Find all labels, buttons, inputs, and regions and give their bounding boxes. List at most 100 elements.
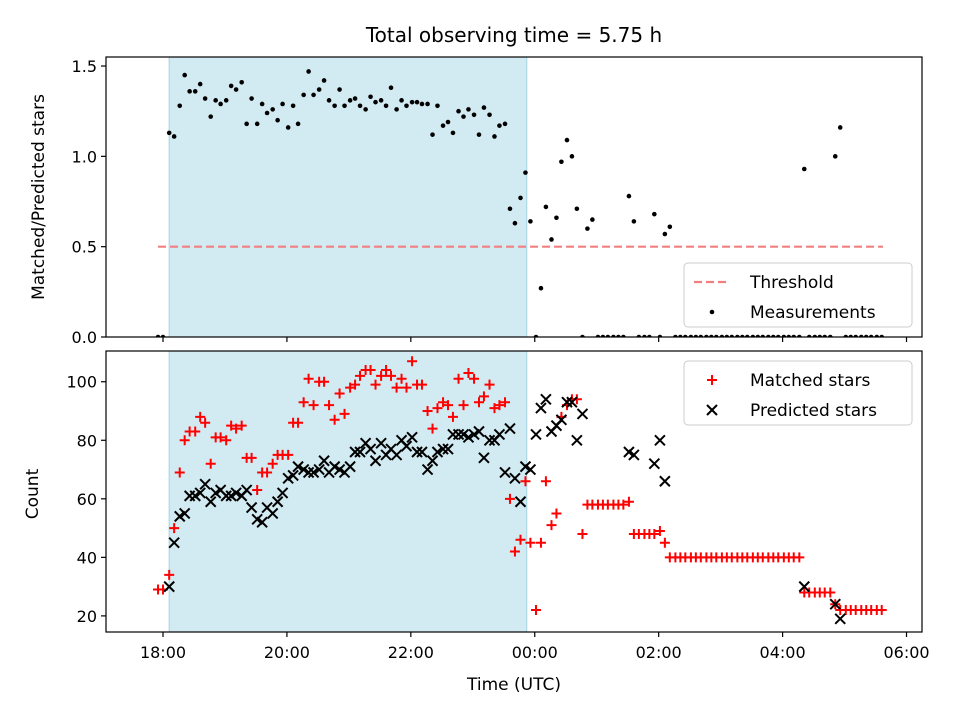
matched-star-point	[458, 400, 469, 411]
legend-box	[683, 262, 913, 328]
predicted-star-point	[163, 580, 175, 593]
matched-star-point	[205, 458, 216, 469]
y-tick-label: 1.0	[72, 147, 97, 166]
predicted-star-point	[462, 431, 475, 444]
matched-star-point	[334, 388, 345, 399]
y-tick-label: 80	[77, 431, 97, 450]
matched-star-point	[649, 528, 660, 539]
matched-star-point	[422, 406, 433, 417]
measurement-point	[275, 117, 280, 123]
matched-star-point	[267, 458, 278, 469]
x-tick-label: 18:00	[140, 643, 186, 662]
x-tick-label: 06:00	[883, 643, 929, 662]
matched-star-point	[484, 379, 495, 390]
predicted-star-point	[421, 463, 434, 476]
plot-frame	[105, 56, 923, 338]
panel-count: 20 40 60 80 100 18:00 20:00 22:00 00:00 02:00 04:0…	[66, 350, 930, 662]
matched-star-point	[535, 537, 546, 548]
measurement-point	[316, 87, 322, 92]
measurement-point	[363, 107, 368, 112]
measurement-point	[559, 159, 564, 165]
matched-star-point	[463, 367, 474, 378]
y-tick-label: 100	[66, 373, 97, 392]
measurement-point	[476, 132, 482, 137]
measurement-point	[667, 224, 673, 230]
matched-star-point	[825, 587, 836, 598]
predicted-star-point	[375, 437, 387, 449]
matched-star-point	[520, 476, 531, 487]
measurement-point	[450, 130, 456, 136]
y-tick-label: 20	[77, 607, 97, 626]
matched-star-point	[618, 499, 629, 510]
matched-star-point	[283, 449, 294, 460]
matched-star-point	[509, 546, 520, 557]
measurement-point	[233, 87, 239, 92]
plot-frame	[105, 350, 923, 633]
predicted-star-point	[659, 475, 671, 487]
measurement-point	[311, 92, 316, 98]
matched-star-point	[174, 467, 185, 478]
predicted-star-point	[318, 455, 330, 467]
predicted-star-point	[431, 446, 444, 458]
matched-star-point	[236, 420, 247, 431]
measurement-point	[543, 204, 549, 210]
matched-star-point	[469, 373, 480, 384]
x-axis-label: Time (UTC)	[466, 675, 561, 695]
matched-star-point	[293, 417, 304, 428]
matched-star-point	[546, 520, 557, 531]
legend-matched-swatch	[707, 375, 717, 385]
measurement-point	[166, 130, 172, 136]
measurement-point	[399, 98, 404, 103]
matched-star-point	[443, 400, 454, 411]
legend: Matched stars Predicted stars	[683, 360, 913, 426]
matched-star-point	[190, 426, 201, 437]
measurement-point	[445, 119, 451, 125]
y-tick-label: 1.5	[72, 57, 97, 76]
predicted-star-point	[205, 496, 217, 508]
matched-star-point	[303, 373, 314, 384]
matched-star-point	[530, 605, 541, 616]
legend-label: Measurements	[750, 303, 876, 323]
measurement-point	[197, 81, 203, 87]
matched-star-point	[416, 379, 427, 390]
legend-measurement-swatch	[709, 309, 715, 315]
predicted-star-point	[194, 487, 206, 499]
measurement-point	[549, 237, 554, 242]
predicted-star-point	[344, 460, 356, 473]
predicted-star-point	[271, 496, 284, 508]
predicted-star-point	[416, 446, 428, 458]
predicted-star-point	[287, 469, 299, 482]
predicted-star-point	[535, 402, 547, 414]
measurement-point	[295, 121, 301, 127]
measurement-point	[507, 206, 513, 212]
measurement-point	[626, 193, 632, 199]
measurement-point	[481, 105, 487, 110]
predicted-star-point	[798, 580, 810, 593]
measurement-point	[177, 103, 183, 109]
measurement-point	[182, 72, 187, 78]
x-tick-label: 04:00	[760, 643, 806, 662]
measurement-point	[425, 101, 430, 107]
matched-star-point	[376, 370, 387, 381]
measurement-point	[213, 98, 218, 103]
predicted-star-point	[514, 496, 527, 508]
matched-star-point	[370, 379, 381, 390]
matched-star-point	[169, 523, 180, 534]
top-y-axis-label: Matched/Predicted stars	[29, 94, 49, 300]
measurement-point	[321, 78, 327, 83]
matched-star-point	[504, 493, 515, 504]
matched-star-point	[355, 370, 366, 381]
measurement-point	[249, 96, 254, 101]
matched-star-point	[164, 569, 175, 580]
predicted-star-point	[245, 501, 258, 514]
measurement-point	[471, 112, 477, 118]
shaded-interval	[169, 351, 527, 632]
measurement-point	[259, 101, 265, 107]
measurement-point	[440, 123, 446, 128]
measurement-point	[223, 98, 229, 103]
measurement-point	[837, 125, 843, 130]
predicted-star-point	[307, 466, 320, 479]
x-tick-label: 00:00	[512, 643, 558, 662]
predicted-star-point	[426, 455, 439, 467]
predicted-star-point	[276, 487, 289, 499]
